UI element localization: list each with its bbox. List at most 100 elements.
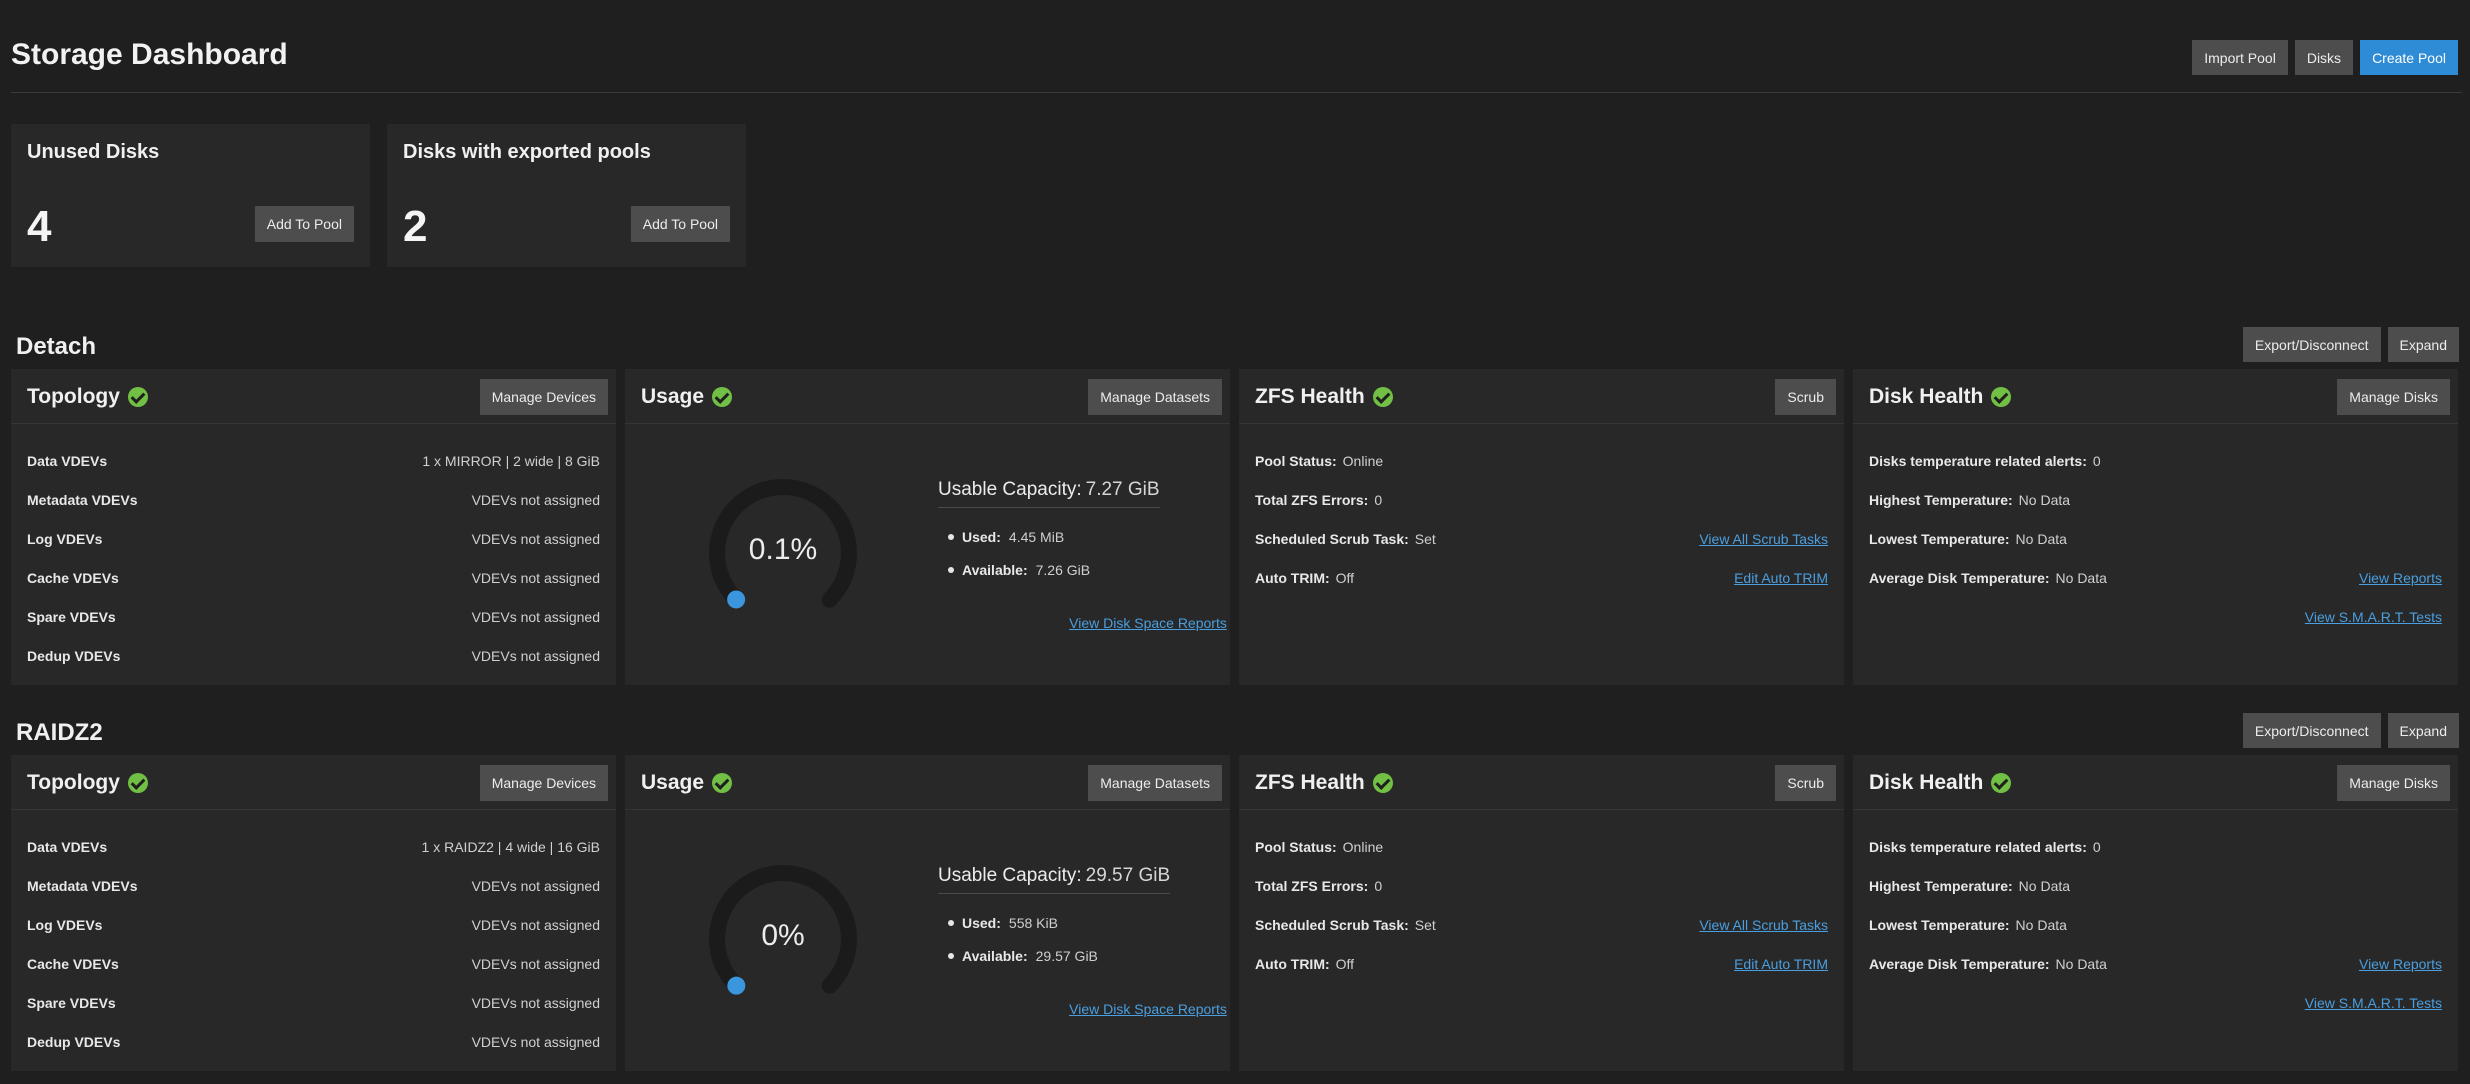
topology-row: Metadata VDEVs VDEVs not assigned [27,866,600,905]
topology-row: Data VDEVs 1 x MIRROR | 2 wide | 8 GiB [27,441,600,480]
average-temp-row: Average Disk Temperature: No Data View Rep… [1869,944,2442,983]
view-smart-tests-link[interactable]: View S.M.A.R.T. Tests [2304,608,2442,625]
row-value: 1 x RAIDZ2 | 4 wide | 16 GiB [421,838,600,855]
card-header: ZFS Health Scrub [1239,755,1844,810]
zfs-errors-row: Total ZFS Errors: 0 [1255,866,1828,905]
available-label: Available: [962,947,1028,964]
row-value: VDEVs not assigned [471,530,600,547]
check-circle-icon [712,773,733,793]
pool-status-label: Pool Status: [1255,452,1337,469]
topology-row: Spare VDEVs VDEVs not assigned [27,597,600,636]
view-smart-tests-link[interactable]: View S.M.A.R.T. Tests [2304,994,2442,1011]
usage-gauge: 0% [707,863,859,1015]
manage-disks-button[interactable]: Manage Disks [2337,765,2450,801]
manage-datasets-button[interactable]: Manage Datasets [1088,765,1222,801]
expand-button[interactable]: Expand [2387,713,2459,748]
export-disconnect-button[interactable]: Export/Disconnect [2242,327,2381,362]
pool-name: Detach [16,333,97,360]
topology-row: Dedup VDEVs VDEVs not assigned [27,1022,600,1061]
usage-percent: 0.1% [748,533,818,566]
view-all-scrub-tasks-link[interactable]: View All Scrub Tasks [1699,530,1828,547]
topology-card: Topology Manage Devices Data VDEVs 1 x MI… [11,369,616,685]
topology-row: Metadata VDEVs VDEVs not assigned [27,480,600,519]
topology-row: Cache VDEVs VDEVs not assigned [27,558,600,597]
zfs-health-title: ZFS Health [1255,385,1365,408]
gauge-track [709,865,857,994]
check-circle-icon [127,387,148,407]
highest-temp-value: No Data [2018,877,2071,894]
temp-alerts-label: Disks temperature related alerts: [1869,838,2087,855]
export-disconnect-button[interactable]: Export/Disconnect [2242,713,2381,748]
gauge-svg [709,865,857,995]
scrub-value: Set [1414,530,1436,547]
scrub-button[interactable]: Scrub [1775,379,1836,415]
scrub-button[interactable]: Scrub [1775,765,1836,801]
exported-disks-card: Disks with exported pools 2 Add To Pool [387,124,746,267]
capacity-block: Usable Capacity: 7.27 GiB Used: 4.45 MiB A… [938,479,1160,586]
row-label: Spare VDEVs [27,608,116,625]
zfs-health-card: ZFS Health Scrub Pool Status: Online Tota… [1239,755,1844,1071]
unused-add-to-pool-button[interactable]: Add To Pool [254,206,354,242]
view-disk-space-reports-link[interactable]: View Disk Space Reports [1069,1001,1227,1017]
exported-add-to-pool-button[interactable]: Add To Pool [630,206,730,242]
pool-actions: Export/Disconnect Expand [2242,713,2459,748]
check-circle-icon [712,387,733,407]
view-disk-space-reports-link[interactable]: View Disk Space Reports [1069,615,1227,631]
card-header: Disk Health Manage Disks [1853,369,2458,424]
row-label: Data VDEVs [27,838,108,855]
highest-temp-label: Highest Temperature: [1869,877,2013,894]
disk-health-card: Disk Health Manage Disks Disks temperatu… [1853,369,2458,685]
available-item: Available: 29.57 GiB [948,939,1170,972]
lowest-temp-value: No Data [2015,530,2067,547]
import-pool-button[interactable]: Import Pool [2192,40,2288,75]
view-reports-link[interactable]: View Reports [2358,569,2442,586]
topology-title: Topology [27,771,120,794]
view-all-scrub-tasks-link[interactable]: View All Scrub Tasks [1699,916,1828,933]
row-value: VDEVs not assigned [471,955,600,972]
capacity-list: Used: 4.45 MiB Available: 7.26 GiB [948,520,1160,586]
used-label: Used: [962,914,1001,931]
auto-trim-row: Auto TRIM: Off Edit Auto TRIM [1255,558,1828,597]
usable-capacity-value: 29.57 GiB [1085,865,1171,886]
check-circle-icon [1991,773,2012,793]
topology-rows: Data VDEVs 1 x MIRROR | 2 wide | 8 GiB Me… [27,441,600,675]
edit-auto-trim-link[interactable]: Edit Auto TRIM [1734,955,1828,972]
unused-disks-card: Unused Disks 4 Add To Pool [11,124,370,267]
usage-card: Usage Manage Datasets 0% Usable Capacity… [625,755,1230,1071]
row-label: Dedup VDEVs [27,647,121,664]
average-temp-label: Average Disk Temperature: [1869,569,2050,586]
used-value: 558 KiB [1008,914,1058,931]
manage-devices-button[interactable]: Manage Devices [479,765,608,801]
usage-link-wrap: View Disk Space Reports [938,615,1358,633]
row-label: Cache VDEVs [27,955,119,972]
edit-auto-trim-link[interactable]: Edit Auto TRIM [1734,569,1828,586]
row-value: VDEVs not assigned [471,608,600,625]
card-header: Topology Manage Devices [11,369,616,424]
card-header: ZFS Health Scrub [1239,369,1844,424]
used-item: Used: 558 KiB [948,906,1170,939]
pool-status-row: Pool Status: Online [1255,441,1828,480]
lowest-temp-row: Lowest Temperature: No Data [1869,519,2442,558]
view-reports-link[interactable]: View Reports [2358,955,2442,972]
card-title: Usage [641,385,733,409]
usable-capacity-label: Usable Capacity: [938,865,1082,886]
row-value: VDEVs not assigned [471,916,600,933]
disks-button[interactable]: Disks [2294,40,2354,75]
topology-row: Log VDEVs VDEVs not assigned [27,519,600,558]
page-title: Storage Dashboard [11,38,288,71]
auto-trim-label: Auto TRIM: [1255,569,1330,586]
create-pool-button[interactable]: Create Pool [2360,40,2458,75]
usable-capacity: Usable Capacity: 7.27 GiB [938,479,1160,508]
row-value: VDEVs not assigned [471,569,600,586]
lowest-temp-label: Lowest Temperature: [1869,916,2010,933]
gauge-track [709,479,857,608]
exported-disks-title: Disks with exported pools [403,141,651,163]
card-header: Topology Manage Devices [11,755,616,810]
manage-disks-button[interactable]: Manage Disks [2337,379,2450,415]
check-circle-icon [1372,387,1393,407]
smart-row: View S.M.A.R.T. Tests [1869,597,2442,636]
manage-datasets-button[interactable]: Manage Datasets [1088,379,1222,415]
manage-devices-button[interactable]: Manage Devices [479,379,608,415]
card-title: Disk Health [1869,385,2012,409]
expand-button[interactable]: Expand [2387,327,2459,362]
